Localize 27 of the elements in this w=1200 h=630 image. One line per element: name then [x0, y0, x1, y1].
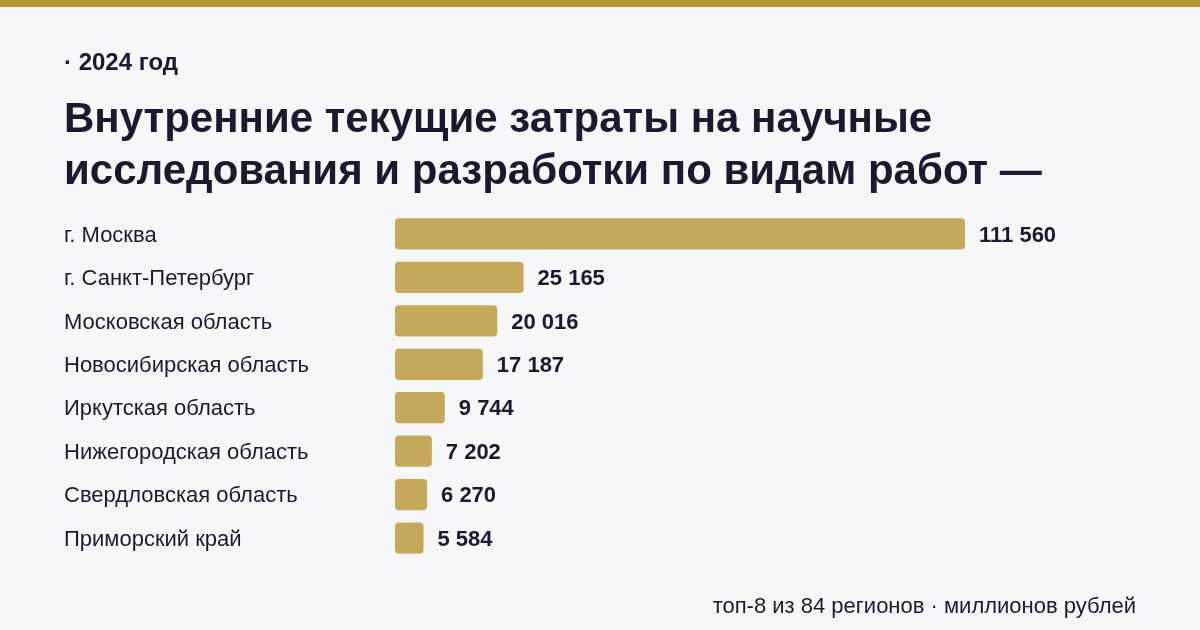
data-label: 25 165: [537, 265, 605, 291]
bar: [395, 392, 445, 424]
y-tick-label: Иркутская область: [64, 395, 256, 421]
bar: [395, 522, 424, 554]
y-tick-label: г. Санкт-Петербург: [64, 265, 255, 291]
data-label: 111 560: [979, 221, 1057, 247]
data-label: 6 270: [441, 482, 497, 508]
y-tick-label: Нижегородская область: [64, 438, 309, 464]
bar: [395, 478, 428, 511]
y-tick-label: Московская область: [64, 308, 273, 334]
bar: [395, 348, 483, 380]
data-label: 20 016: [511, 308, 579, 334]
bar: [395, 305, 498, 337]
data-label: 9 744: [458, 395, 515, 421]
bar: [395, 435, 432, 467]
bar: [395, 261, 524, 294]
data-label: 7 202: [445, 438, 501, 464]
y-tick-label: г. Москва: [64, 221, 158, 247]
data-label: 5 584: [437, 525, 494, 551]
y-tick-label: Свердловская область: [64, 482, 298, 508]
text: топ-8 из 84 регионов · миллионов рублей: [712, 593, 1136, 618]
bar: [395, 218, 965, 250]
y-tick-label: Новосибирская область: [64, 351, 310, 377]
chart-title: Внутренние текущие затраты на научные исследования и разработки по видам работ —: [64, 94, 1042, 193]
y-tick-label: Приморский край: [64, 525, 242, 551]
data-label: 17 187: [496, 351, 565, 377]
text: · 2024 год: [64, 48, 178, 75]
